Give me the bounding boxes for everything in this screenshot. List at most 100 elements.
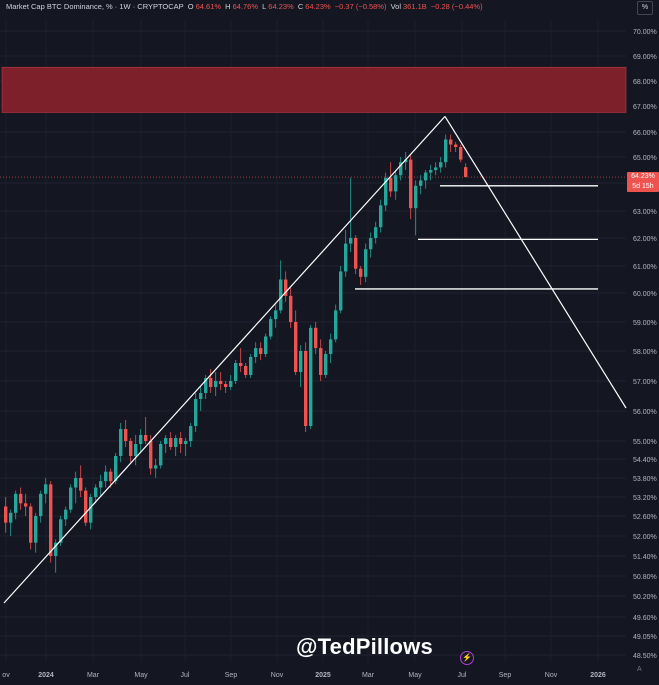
candle: [449, 134, 453, 152]
candle-body: [174, 438, 178, 447]
candle: [319, 339, 323, 381]
bolt-icon[interactable]: ⚡: [460, 651, 474, 665]
y-axis[interactable]: 70.00%69.00%68.00%67.00%66.00%65.00%64.0…: [633, 29, 657, 660]
candle: [14, 490, 18, 520]
candle: [154, 459, 158, 478]
symbol-title[interactable]: Market Cap BTC Dominance, % · 1W · CRYPT…: [6, 2, 184, 11]
candle-body: [329, 339, 333, 354]
candle: [99, 474, 103, 497]
x-tick-label: Mar: [362, 672, 375, 679]
candle-body: [69, 487, 73, 510]
x-tick-label: May: [408, 672, 422, 679]
candle-body: [219, 381, 223, 384]
y-tick-label: 67.00%: [633, 104, 657, 111]
candle-body: [169, 438, 173, 447]
candle-body: [239, 363, 243, 366]
candle: [384, 172, 388, 211]
x-axis[interactable]: ov 2024 Mar May Jul Sep Nov 2025 Mar May Jul Sep Nov…: [2, 672, 606, 679]
candle-body: [104, 471, 108, 482]
candle-body: [294, 322, 298, 372]
open-label: O: [187, 2, 194, 11]
candle-body: [209, 378, 213, 387]
candle-body: [224, 384, 228, 387]
candle-body: [59, 519, 63, 543]
candle: [79, 465, 83, 497]
y-tick-label: 50.20%: [633, 594, 657, 601]
candle-body: [444, 139, 448, 163]
rising-trendline: [3, 115, 446, 604]
candle-body: [439, 162, 443, 168]
candle-body: [349, 238, 353, 244]
change-value: −0.37 (−0.58%): [334, 2, 387, 11]
candle: [359, 266, 363, 285]
candle: [144, 417, 148, 444]
percent-scale-button[interactable]: %: [637, 1, 653, 15]
candle-body: [264, 336, 268, 354]
candle-body: [414, 185, 418, 209]
candle: [334, 304, 338, 343]
candle: [369, 232, 373, 258]
candle-body: [254, 348, 258, 357]
candle: [49, 481, 53, 563]
candle: [69, 484, 73, 513]
candle-body: [354, 238, 358, 269]
candle: [244, 363, 248, 378]
candle: [264, 333, 268, 357]
candle-body: [234, 363, 238, 381]
y-tick-label: 50.80%: [633, 574, 657, 581]
auto-scale-button[interactable]: A: [637, 666, 642, 673]
candle-body: [119, 429, 123, 456]
y-tick-label: 51.40%: [633, 554, 657, 561]
candle: [294, 310, 298, 375]
x-tick-label: Jul: [181, 672, 190, 679]
candle-body: [244, 366, 248, 375]
y-tick-label: 61.00%: [633, 264, 657, 271]
candle-body: [179, 438, 183, 444]
y-tick-label: 70.00%: [633, 29, 657, 36]
candle-body: [319, 348, 323, 375]
candle: [454, 142, 458, 152]
candle: [304, 342, 308, 432]
candle-body: [454, 144, 458, 147]
candle-body: [259, 348, 263, 354]
candle: [179, 432, 183, 453]
candle-body: [54, 542, 58, 556]
y-tick-label: 68.00%: [633, 79, 657, 86]
open-value: 64.61%: [195, 2, 222, 11]
y-tick-label: 60.00%: [633, 291, 657, 298]
candle: [239, 348, 243, 372]
chart-header: Market Cap BTC Dominance, % · 1W · CRYPT…: [6, 2, 485, 16]
candle: [204, 375, 208, 399]
x-tick-label: 2026: [590, 672, 606, 679]
candle: [324, 351, 328, 378]
candle: [184, 438, 188, 456]
candle-body: [464, 167, 468, 178]
candle: [374, 221, 378, 244]
candle-body: [249, 357, 253, 375]
x-tick-label: 2024: [38, 672, 54, 679]
resistance-zone: [1, 66, 627, 113]
x-tick-label: ov: [2, 672, 10, 679]
y-tick-label: 69.00%: [633, 54, 657, 61]
candle-body: [434, 167, 438, 170]
candle-body: [79, 478, 83, 491]
candle: [444, 134, 448, 168]
candle-body: [74, 478, 78, 488]
candle-body: [289, 295, 293, 322]
candle: [344, 229, 348, 277]
candle-body: [129, 441, 133, 456]
candle: [219, 372, 223, 390]
candle: [104, 465, 108, 488]
y-tick-label: 55.00%: [633, 439, 657, 446]
candle-body: [124, 429, 128, 441]
candle: [234, 360, 238, 384]
candle: [109, 468, 113, 488]
candle: [209, 369, 213, 393]
drawing-lines: [3, 115, 627, 604]
low-label: L: [262, 2, 267, 11]
candle-body: [374, 227, 378, 238]
y-tick-label: 52.00%: [633, 534, 657, 541]
candles: [4, 134, 468, 573]
